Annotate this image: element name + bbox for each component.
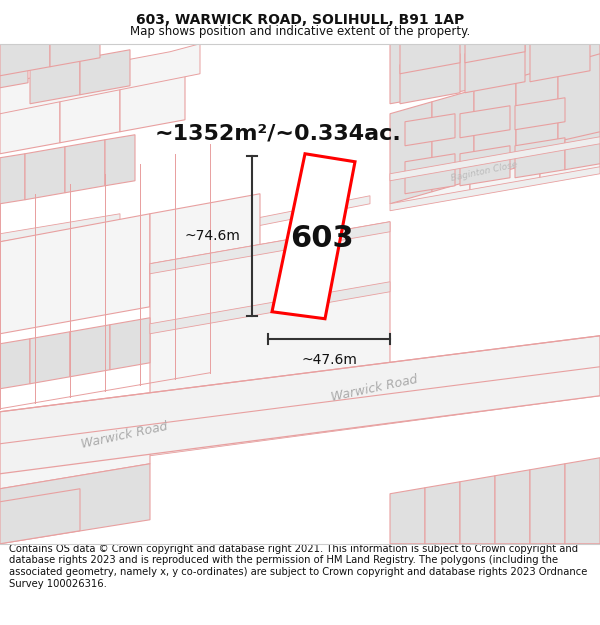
Polygon shape	[465, 44, 525, 63]
Polygon shape	[425, 482, 460, 544]
Polygon shape	[405, 114, 455, 146]
Polygon shape	[540, 44, 600, 78]
Polygon shape	[474, 78, 516, 180]
Polygon shape	[150, 194, 260, 307]
Polygon shape	[565, 458, 600, 544]
Polygon shape	[400, 44, 460, 74]
Polygon shape	[0, 444, 150, 489]
Polygon shape	[470, 44, 540, 90]
Polygon shape	[0, 54, 28, 88]
Polygon shape	[495, 470, 530, 544]
Polygon shape	[558, 54, 600, 156]
Polygon shape	[0, 489, 80, 544]
Polygon shape	[0, 366, 600, 448]
Polygon shape	[50, 44, 100, 67]
Polygon shape	[405, 154, 455, 194]
Polygon shape	[30, 59, 80, 104]
Polygon shape	[470, 102, 540, 192]
Polygon shape	[565, 132, 600, 170]
Polygon shape	[530, 464, 565, 544]
Polygon shape	[25, 147, 65, 200]
Polygon shape	[65, 140, 105, 192]
Polygon shape	[105, 135, 135, 186]
Polygon shape	[0, 366, 600, 476]
Polygon shape	[60, 72, 120, 142]
Polygon shape	[150, 222, 390, 274]
Polygon shape	[0, 214, 150, 334]
Polygon shape	[515, 98, 565, 130]
Text: Warwick Road: Warwick Road	[330, 373, 419, 404]
Polygon shape	[150, 222, 390, 407]
Text: ~1352m²/~0.334ac.: ~1352m²/~0.334ac.	[155, 124, 402, 144]
Text: Warwick Road: Warwick Road	[80, 420, 169, 451]
Polygon shape	[530, 44, 590, 82]
Polygon shape	[465, 42, 525, 92]
Polygon shape	[0, 336, 600, 418]
Polygon shape	[0, 464, 150, 544]
Polygon shape	[0, 44, 50, 76]
Polygon shape	[390, 102, 432, 204]
Polygon shape	[460, 146, 510, 186]
Polygon shape	[515, 138, 565, 178]
Text: Contains OS data © Crown copyright and database right 2021. This information is : Contains OS data © Crown copyright and d…	[9, 544, 587, 589]
Polygon shape	[432, 90, 474, 192]
Text: ~74.6m: ~74.6m	[184, 229, 240, 242]
Polygon shape	[0, 84, 60, 154]
Polygon shape	[30, 332, 70, 384]
Polygon shape	[390, 44, 470, 104]
Polygon shape	[0, 339, 30, 389]
Polygon shape	[390, 167, 600, 211]
Polygon shape	[400, 54, 460, 104]
Polygon shape	[516, 66, 558, 168]
Text: Map shows position and indicative extent of the property.: Map shows position and indicative extent…	[130, 25, 470, 38]
Polygon shape	[272, 154, 355, 319]
Polygon shape	[110, 318, 150, 370]
Polygon shape	[390, 137, 600, 181]
Polygon shape	[70, 325, 110, 377]
Text: ~47.6m: ~47.6m	[301, 352, 357, 367]
Polygon shape	[460, 106, 510, 138]
Polygon shape	[460, 476, 495, 544]
Polygon shape	[400, 114, 470, 204]
Text: 603, WARWICK ROAD, SOLIHULL, B91 1AP: 603, WARWICK ROAD, SOLIHULL, B91 1AP	[136, 13, 464, 27]
Text: 603: 603	[290, 224, 354, 253]
Polygon shape	[0, 196, 370, 277]
Polygon shape	[150, 282, 390, 334]
Polygon shape	[120, 61, 185, 132]
Polygon shape	[0, 44, 200, 114]
Polygon shape	[0, 154, 25, 204]
Text: Baginton Close: Baginton Close	[450, 160, 518, 183]
Polygon shape	[80, 50, 130, 95]
Polygon shape	[0, 336, 600, 474]
Polygon shape	[540, 92, 600, 180]
Polygon shape	[390, 488, 425, 544]
Polygon shape	[0, 214, 120, 242]
